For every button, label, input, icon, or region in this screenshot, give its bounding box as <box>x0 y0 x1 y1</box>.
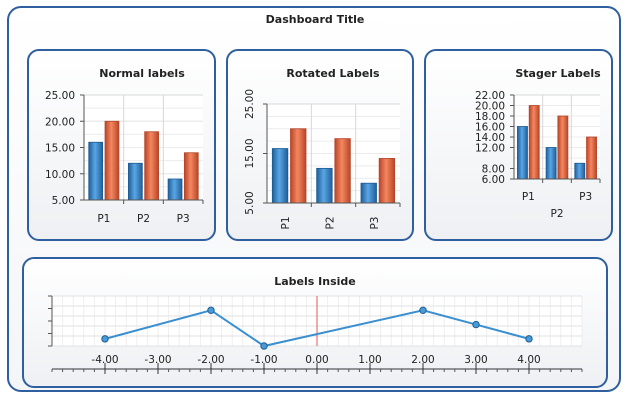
bar-p3-series-2 <box>586 136 597 180</box>
data-point <box>260 342 268 350</box>
y-tick-label: 8.00 <box>482 164 505 176</box>
chart-title: Normal labels <box>99 67 185 80</box>
x-tick-label: P2 <box>325 216 337 229</box>
y-tick-label: 15.00 <box>45 143 75 155</box>
dashboard-title: Dashboard Title <box>265 13 365 26</box>
y-tick-label: 5.00 <box>52 195 75 207</box>
x-tick-label: P2 <box>550 208 563 220</box>
x-tick-label: -3.00 <box>144 354 171 366</box>
x-tick-label: P1 <box>522 191 535 203</box>
bar-p3-series-2 <box>378 158 396 204</box>
bar-p1-series-1 <box>517 126 528 180</box>
y-tick-label: 20.00 <box>45 116 75 128</box>
y-tick-label: 14.00 <box>475 132 505 144</box>
data-point <box>101 335 109 343</box>
bar-p2-series-1 <box>545 147 557 180</box>
y-tick-label: 20.00 <box>475 101 505 113</box>
y-tick-label: 12.00 <box>475 143 505 155</box>
data-point <box>525 335 533 343</box>
y-tick-label: 10.00 <box>45 169 75 181</box>
bar-p3-series-1 <box>574 162 586 180</box>
y-tick-label: 16.00 <box>475 122 505 134</box>
x-tick-label: -1.00 <box>250 354 277 366</box>
y-tick-label: 6.00 <box>482 174 505 186</box>
y-tick-label: 15.00 <box>244 138 256 168</box>
data-point <box>472 320 480 329</box>
data-point <box>419 306 427 314</box>
bar-p1-series-1 <box>271 148 289 204</box>
bar-p2-series-2 <box>557 115 569 180</box>
bar-p3-series-1 <box>167 178 183 201</box>
bar-p1-series-2 <box>290 128 307 204</box>
x-tick-label: 1.00 <box>358 354 381 366</box>
x-tick-label: 2.00 <box>411 354 434 366</box>
bar-p2-series-1 <box>316 167 333 204</box>
x-tick-label: P3 <box>369 216 381 229</box>
x-tick-label: P3 <box>579 191 592 203</box>
x-tick-label: P1 <box>97 213 110 225</box>
x-tick-label: 4.00 <box>517 354 540 366</box>
bar-p1-series-2 <box>528 105 540 180</box>
x-tick-label: 0.00 <box>305 354 328 366</box>
y-tick-label: 5.00 <box>244 191 256 214</box>
bar-p2-series-1 <box>128 162 143 201</box>
x-tick-label: -4.00 <box>91 354 118 366</box>
y-tick-label: 18.00 <box>475 111 505 123</box>
y-tick-label: 22.00 <box>475 90 505 102</box>
bar-p2-series-2 <box>144 131 159 201</box>
bar-p1-series-1 <box>88 141 104 201</box>
x-tick-label: -2.00 <box>197 354 224 366</box>
chart-title: Stager Labels <box>515 67 601 80</box>
chart-title: Rotated Labels <box>286 67 380 80</box>
bar-p3-series-2 <box>183 152 199 201</box>
x-tick-label: P3 <box>177 213 190 225</box>
y-tick-label: 25.00 <box>244 89 256 119</box>
bar-p2-series-2 <box>334 138 351 204</box>
x-tick-label: 3.00 <box>464 354 487 366</box>
data-point <box>207 306 215 314</box>
x-tick-label: P1 <box>280 216 292 229</box>
bar-p3-series-1 <box>360 182 377 204</box>
y-tick-label: 25.00 <box>45 90 75 102</box>
bar-p1-series-2 <box>104 120 120 201</box>
chart-title: Labels Inside <box>274 275 356 288</box>
x-tick-label: P2 <box>137 213 150 225</box>
series-line <box>104 309 530 348</box>
